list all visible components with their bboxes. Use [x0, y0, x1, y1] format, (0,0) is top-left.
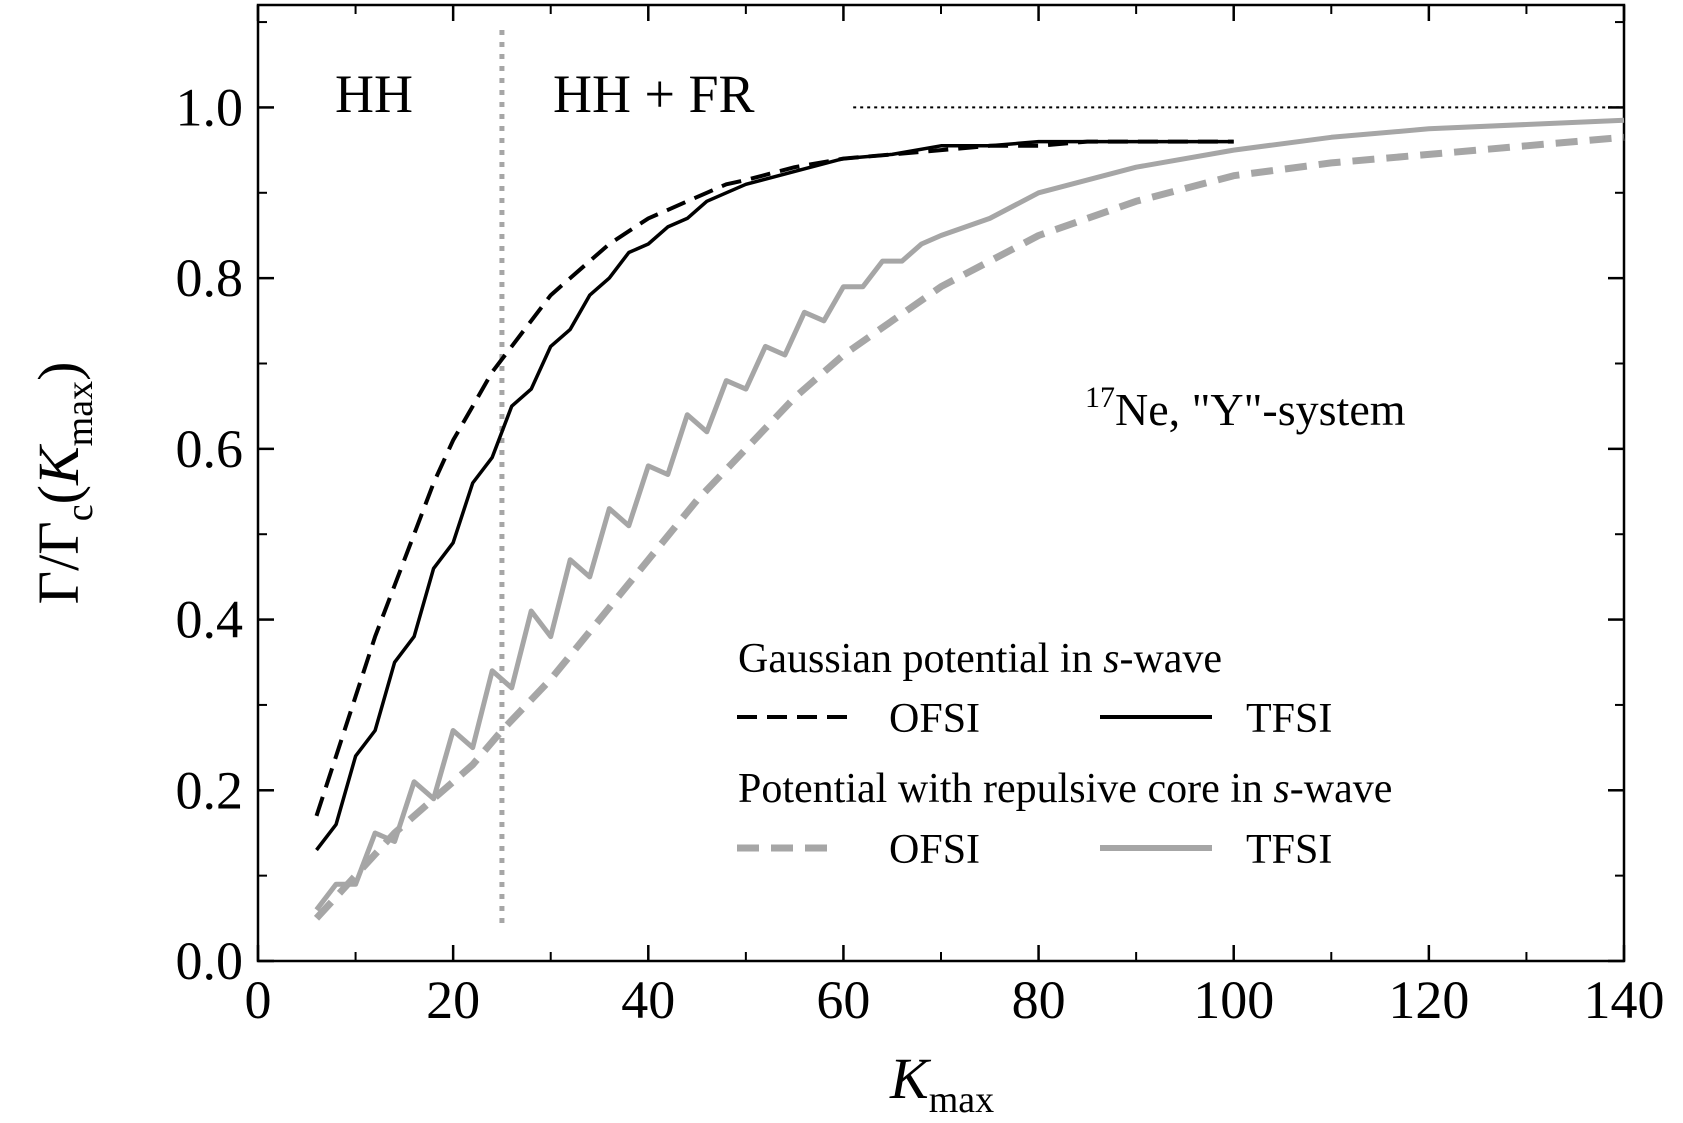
y-axis-title-gamma: Γ/Γ — [26, 521, 91, 604]
x-tick-label: 40 — [621, 970, 675, 1030]
y-axis-title-sub-max: max — [59, 381, 101, 446]
x-tick-label: 140 — [1584, 970, 1665, 1030]
system-label-superscript: 17 — [1085, 381, 1115, 414]
y-axis-title-k: K — [26, 443, 91, 486]
system-label: 17Ne, "Y"-system — [1085, 381, 1406, 435]
y-axis-title-paren-open: ( — [26, 485, 91, 504]
y-tick-label: 0.6 — [176, 419, 244, 479]
y-tick-label: 0.0 — [176, 931, 244, 991]
y-axis-title: Γ/Γc(Kmax) — [26, 362, 101, 605]
legend-group1-title-italic: s — [1103, 636, 1119, 682]
x-tick-label: 80 — [1012, 970, 1066, 1030]
x-axis-title-sub: max — [929, 1079, 994, 1121]
legend-group1-title-suffix: -wave — [1119, 636, 1222, 682]
legend-group2-title-italic: s — [1273, 766, 1289, 812]
legend-black-ofsi-label: OFSI — [889, 696, 980, 742]
legend-gray-tfsi-label: TFSI — [1246, 827, 1332, 873]
region-label-hh: HH — [335, 64, 413, 124]
y-tick-label: 0.4 — [176, 590, 244, 650]
x-tick-label: 120 — [1388, 970, 1469, 1030]
x-tick-label: 0 — [245, 970, 272, 1030]
series-line-gaussian-ofsi — [314, 139, 1234, 817]
y-axis-tick-labels: 0.0 0.2 0.4 0.6 0.8 1.0 — [176, 77, 244, 991]
series-line-gaussian-tfsi — [315, 139, 1234, 852]
legend-group1-title: Gaussian potential in s-wave — [738, 636, 1222, 682]
legend-group2-title: Potential with repulsive core in s-wave — [738, 766, 1392, 812]
legend-group2-title-suffix: -wave — [1290, 766, 1393, 812]
x-axis-ticks — [256, 5, 1626, 961]
y-axis-ticks — [258, 21, 1624, 963]
series-layer — [313, 117, 1625, 921]
x-tick-label: 60 — [816, 970, 870, 1030]
system-label-text: Ne, "Y"-system — [1115, 384, 1406, 435]
x-axis-title-main: K — [889, 1046, 932, 1111]
legend-group1-title-text: Gaussian potential in — [738, 636, 1103, 682]
x-tick-label: 100 — [1193, 970, 1274, 1030]
legend: Gaussian potential in s-wave OFSI TFSI P… — [737, 636, 1392, 873]
x-axis-tick-labels: 0 20 40 60 80 100 120 140 — [245, 970, 1665, 1030]
x-axis-title: Kmax — [889, 1046, 994, 1121]
series-line-repulsive-core-ofsi — [313, 133, 1625, 921]
legend-black-tfsi-label: TFSI — [1246, 696, 1332, 742]
y-tick-label: 0.2 — [176, 760, 244, 820]
legend-gray-ofsi-label: OFSI — [889, 827, 980, 873]
series-line-repulsive-core-tfsi — [314, 117, 1625, 912]
y-axis-title-paren-close: ) — [26, 362, 91, 381]
y-tick-label: 0.8 — [176, 248, 244, 308]
y-tick-label: 1.0 — [176, 77, 244, 137]
x-tick-label: 20 — [426, 970, 480, 1030]
legend-group2-title-text: Potential with repulsive core in — [738, 766, 1273, 812]
y-axis-title-sub-c: c — [59, 504, 101, 521]
region-label-hh-fr: HH + FR — [553, 64, 755, 124]
